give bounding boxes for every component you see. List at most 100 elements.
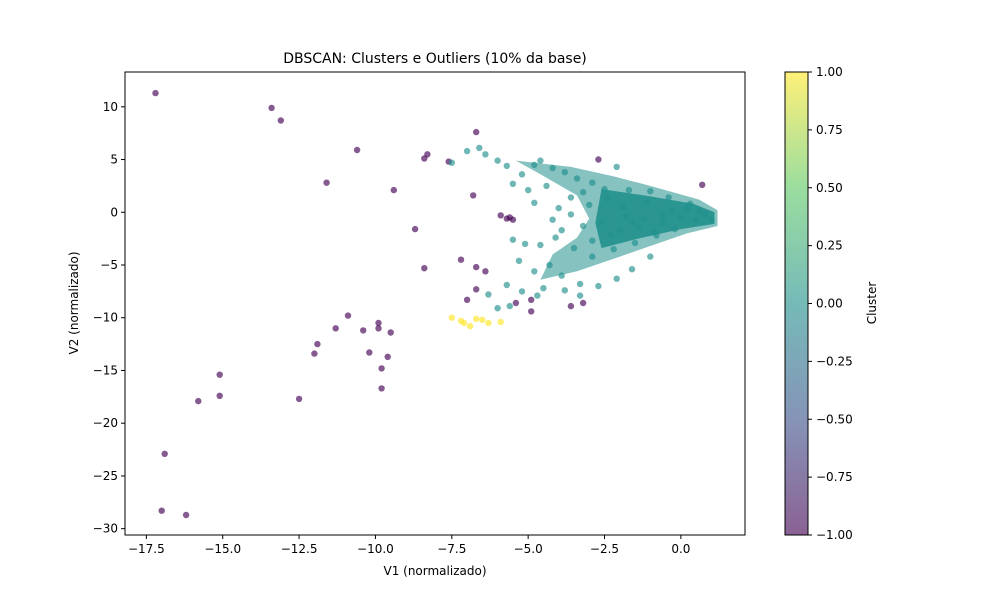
scatter-point-cluster--1: [512, 299, 520, 307]
scatter-point-cluster-0: [576, 280, 584, 288]
scatter-point-cluster--1: [579, 299, 587, 307]
chart-title: DBSCAN: Clusters e Outliers (10% da base…: [283, 51, 587, 67]
scatter-point-cluster--1: [378, 385, 385, 392]
scatter-point-cluster-0: [558, 227, 565, 234]
scatter-point-cluster--1: [152, 89, 159, 97]
plot-background: [125, 72, 745, 535]
scatter-point-cluster-0: [543, 182, 550, 190]
scatter-point-cluster--1: [470, 192, 477, 199]
scatter-point-cluster-0: [659, 212, 666, 219]
scatter-point-cluster-0: [616, 227, 623, 234]
scatter-point-cluster-1: [473, 315, 480, 322]
scatter-point-cluster-0: [494, 157, 501, 164]
scatter-point-cluster--1: [314, 340, 321, 348]
scatter-point-cluster-0: [515, 257, 523, 264]
scatter-point-cluster-0: [552, 234, 559, 241]
x-tick-label: −5.0: [514, 542, 543, 556]
scatter-point-cluster-0: [613, 275, 620, 282]
scatter-point-cluster-0: [476, 144, 483, 152]
scatter-point-cluster--1: [360, 327, 367, 334]
x-tick-label: 0.0: [671, 542, 690, 556]
colorbar-tick-label: 0.50: [816, 181, 843, 195]
scatter-point-cluster-0: [482, 151, 489, 158]
scatter-point-cluster-0: [641, 215, 648, 222]
colorbar-tick-label: −0.25: [816, 354, 853, 368]
scatter-point-cluster-0: [610, 246, 617, 253]
scatter-point-cluster-0: [683, 205, 691, 213]
colorbar-label: Cluster: [865, 282, 879, 325]
scatter-point-cluster-1: [479, 316, 486, 323]
scatter-point-cluster-0: [644, 199, 651, 206]
scatter-point-cluster-0: [448, 159, 455, 166]
scatter-point-cluster--1: [353, 146, 361, 154]
scatter-point-cluster-0: [601, 185, 608, 193]
scatter-point-cluster-0: [607, 231, 614, 238]
scatter-point-cluster-0: [518, 171, 526, 178]
scatter-point-cluster--1: [595, 156, 602, 163]
scatter-point-cluster-0: [647, 188, 654, 195]
scatter-point-cluster-0: [537, 157, 544, 164]
scatter-point-cluster-0: [595, 282, 602, 290]
scatter-point-cluster-0: [589, 237, 596, 244]
scatter-point-cluster-0: [531, 161, 538, 168]
scatter-point-cluster--1: [411, 225, 419, 233]
scatter-point-cluster--1: [216, 392, 223, 399]
scatter-point-cluster-0: [628, 218, 636, 225]
scatter-point-cluster-0: [622, 213, 630, 220]
scatter-point-cluster--1: [497, 212, 504, 219]
scatter-point-cluster-0: [485, 291, 492, 298]
x-axis-title: V1 (normalizado): [383, 564, 486, 578]
y-tick-label: −30: [93, 522, 118, 536]
scatter-point-cluster--1: [457, 256, 465, 263]
scatter-point-cluster-0: [589, 253, 596, 260]
scatter-point-cluster-1: [466, 323, 474, 330]
y-tick-label: 5: [110, 153, 118, 167]
scatter-point-cluster-0: [628, 266, 636, 273]
scatter-point-cluster-0: [604, 195, 611, 202]
scatter-point-cluster--1: [268, 104, 275, 112]
y-axis-title: V2 (normalizado): [67, 251, 81, 354]
scatter-point-cluster-0: [708, 216, 715, 223]
scatter-point-cluster-0: [494, 305, 501, 312]
cluster-0-dense-cloud: [515, 160, 718, 280]
colorbar-gradient: [785, 72, 808, 535]
colorbar-ticks: 1.00 0.75 0.50 0.25 0.00 −0.25 −0.50 −0.75 −1.00: [808, 65, 853, 542]
scatter-point-cluster-1: [448, 314, 455, 321]
scatter-point-cluster-0: [521, 240, 529, 248]
scatter-point-cluster-1: [497, 318, 504, 326]
scatter-point-cluster--1: [332, 325, 339, 332]
colorbar-tick-label: −0.50: [816, 412, 853, 426]
scatter-point-cluster-0: [531, 268, 538, 275]
scatter-point-cluster--1: [699, 181, 706, 188]
scatter-point-cluster-0: [579, 222, 587, 230]
scatter-point-cluster--1: [182, 511, 190, 519]
scatter-point-cluster--1: [295, 395, 303, 403]
scatter-point-cluster--1: [503, 215, 510, 222]
scatter-point-cluster-0: [650, 229, 657, 236]
x-tick-label: −17.5: [128, 542, 165, 556]
scatter-point-cluster--1: [161, 450, 168, 457]
scatter-point-cluster-0: [503, 162, 510, 170]
scatter-point-cluster-0: [509, 236, 517, 243]
scatter-point-cluster--1: [421, 265, 428, 272]
scatter-point-cluster--1: [344, 312, 352, 319]
y-tick-label: −15: [93, 363, 118, 377]
scatter-point-cluster--1: [509, 216, 517, 223]
scatter-point-cluster--1: [567, 302, 575, 310]
scatter-point-cluster-0: [647, 253, 654, 260]
scatter-point-cluster-0: [531, 199, 538, 206]
scatter-point-cluster-0: [576, 292, 584, 299]
scatter-point-cluster-0: [659, 219, 666, 226]
scatter-point-cluster-0: [567, 194, 575, 201]
scatter-point-cluster-0: [506, 302, 513, 310]
scatter-point-cluster-0: [503, 281, 510, 289]
scatter-point-cluster-0: [537, 241, 544, 249]
scatter-point-cluster-0: [570, 244, 578, 252]
scatter-point-cluster--1: [323, 179, 330, 186]
scatter-point-cluster--1: [421, 155, 428, 162]
scatter-point-cluster-0: [631, 239, 639, 247]
scatter-point-cluster-0: [540, 285, 547, 292]
scatter-point-cluster--1: [387, 329, 394, 336]
colorbar-tick-label: 0.25: [816, 239, 843, 253]
